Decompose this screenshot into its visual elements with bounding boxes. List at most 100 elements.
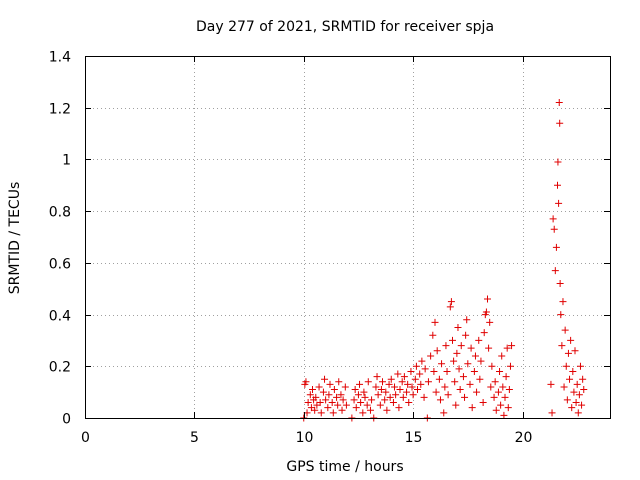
data-point [339, 396, 347, 404]
x-tick-label: 0 [81, 430, 90, 446]
data-point [374, 391, 382, 399]
data-point [324, 404, 332, 412]
data-point [501, 393, 509, 401]
data-point [446, 303, 454, 311]
data-point [498, 352, 506, 360]
data-point [342, 401, 350, 409]
data-point [435, 375, 443, 383]
data-point [494, 388, 502, 396]
data-point [557, 311, 565, 319]
data-point [381, 396, 389, 404]
data-point [497, 401, 505, 409]
data-point [341, 383, 349, 391]
data-point [571, 347, 579, 355]
data-point [325, 391, 333, 399]
y-tick-label: 0.4 [49, 309, 71, 325]
data-point [317, 409, 325, 417]
data-point [443, 367, 451, 375]
data-point [382, 388, 390, 396]
data-point [461, 393, 469, 401]
data-point [467, 344, 475, 352]
data-point [414, 386, 421, 394]
data-point [403, 388, 411, 396]
data-point [412, 362, 420, 370]
data-point [568, 404, 576, 412]
grid-lines [85, 56, 610, 418]
data-point [456, 386, 464, 394]
data-point [444, 391, 452, 399]
data-point [564, 349, 572, 357]
data-point [304, 398, 312, 406]
data-point [548, 409, 556, 417]
data-point [433, 347, 441, 355]
data-point [430, 367, 438, 375]
data-point [357, 398, 365, 406]
data-point [441, 383, 449, 391]
data-point [394, 370, 402, 378]
data-point [376, 401, 384, 409]
data-point [477, 357, 485, 365]
data-point [400, 373, 408, 381]
data-point [502, 373, 510, 381]
data-point [364, 378, 372, 386]
data-point [440, 409, 448, 417]
y-tick-label: 1 [62, 153, 71, 169]
data-point [457, 342, 465, 350]
data-point [398, 378, 406, 386]
data-point [377, 386, 385, 394]
data-point [506, 362, 514, 370]
data-point [360, 388, 368, 396]
x-axis-tick-labels: 0 5 10 15 20 [81, 430, 532, 446]
data-point [496, 367, 504, 375]
data-point [482, 308, 490, 316]
data-point [554, 181, 561, 189]
data-point [459, 373, 467, 381]
data-point [432, 388, 440, 396]
data-point [438, 360, 446, 368]
data-point [421, 365, 429, 373]
data-point [490, 393, 498, 401]
y-tick-label: 0.8 [49, 205, 71, 221]
data-point [420, 393, 428, 401]
data-point [418, 357, 426, 365]
y-tick-label: 1.2 [49, 102, 71, 118]
data-point [392, 391, 400, 399]
data-point [560, 383, 568, 391]
data-point [356, 380, 364, 388]
data-point [373, 373, 381, 381]
data-point [492, 406, 500, 414]
data-point [499, 383, 507, 391]
data-point [455, 365, 463, 373]
data-point [555, 199, 563, 207]
data-point [569, 367, 577, 375]
x-tick-label: 15 [405, 430, 423, 446]
data-point [395, 404, 403, 412]
data-point [352, 404, 360, 412]
data-point [452, 401, 460, 409]
data-point [389, 398, 397, 406]
data-point [407, 367, 415, 375]
data-point [417, 380, 425, 388]
data-point [575, 391, 583, 399]
data-point [562, 362, 570, 370]
data-point [556, 119, 564, 127]
data-point [309, 386, 316, 394]
data-point [366, 406, 374, 414]
data-point [408, 383, 416, 391]
data-point [416, 370, 424, 378]
data-point [436, 396, 444, 404]
data-points [300, 99, 588, 422]
data-point [399, 393, 407, 401]
data-point [328, 398, 336, 406]
data-point [311, 406, 319, 414]
y-axis-title: SRMTID / TECUs [7, 182, 23, 295]
data-point [505, 386, 513, 394]
data-point [396, 386, 404, 394]
data-point [578, 401, 586, 409]
data-point [547, 380, 555, 388]
data-point [361, 393, 369, 401]
data-point [463, 316, 471, 324]
data-point [453, 349, 461, 357]
data-point [354, 391, 362, 399]
